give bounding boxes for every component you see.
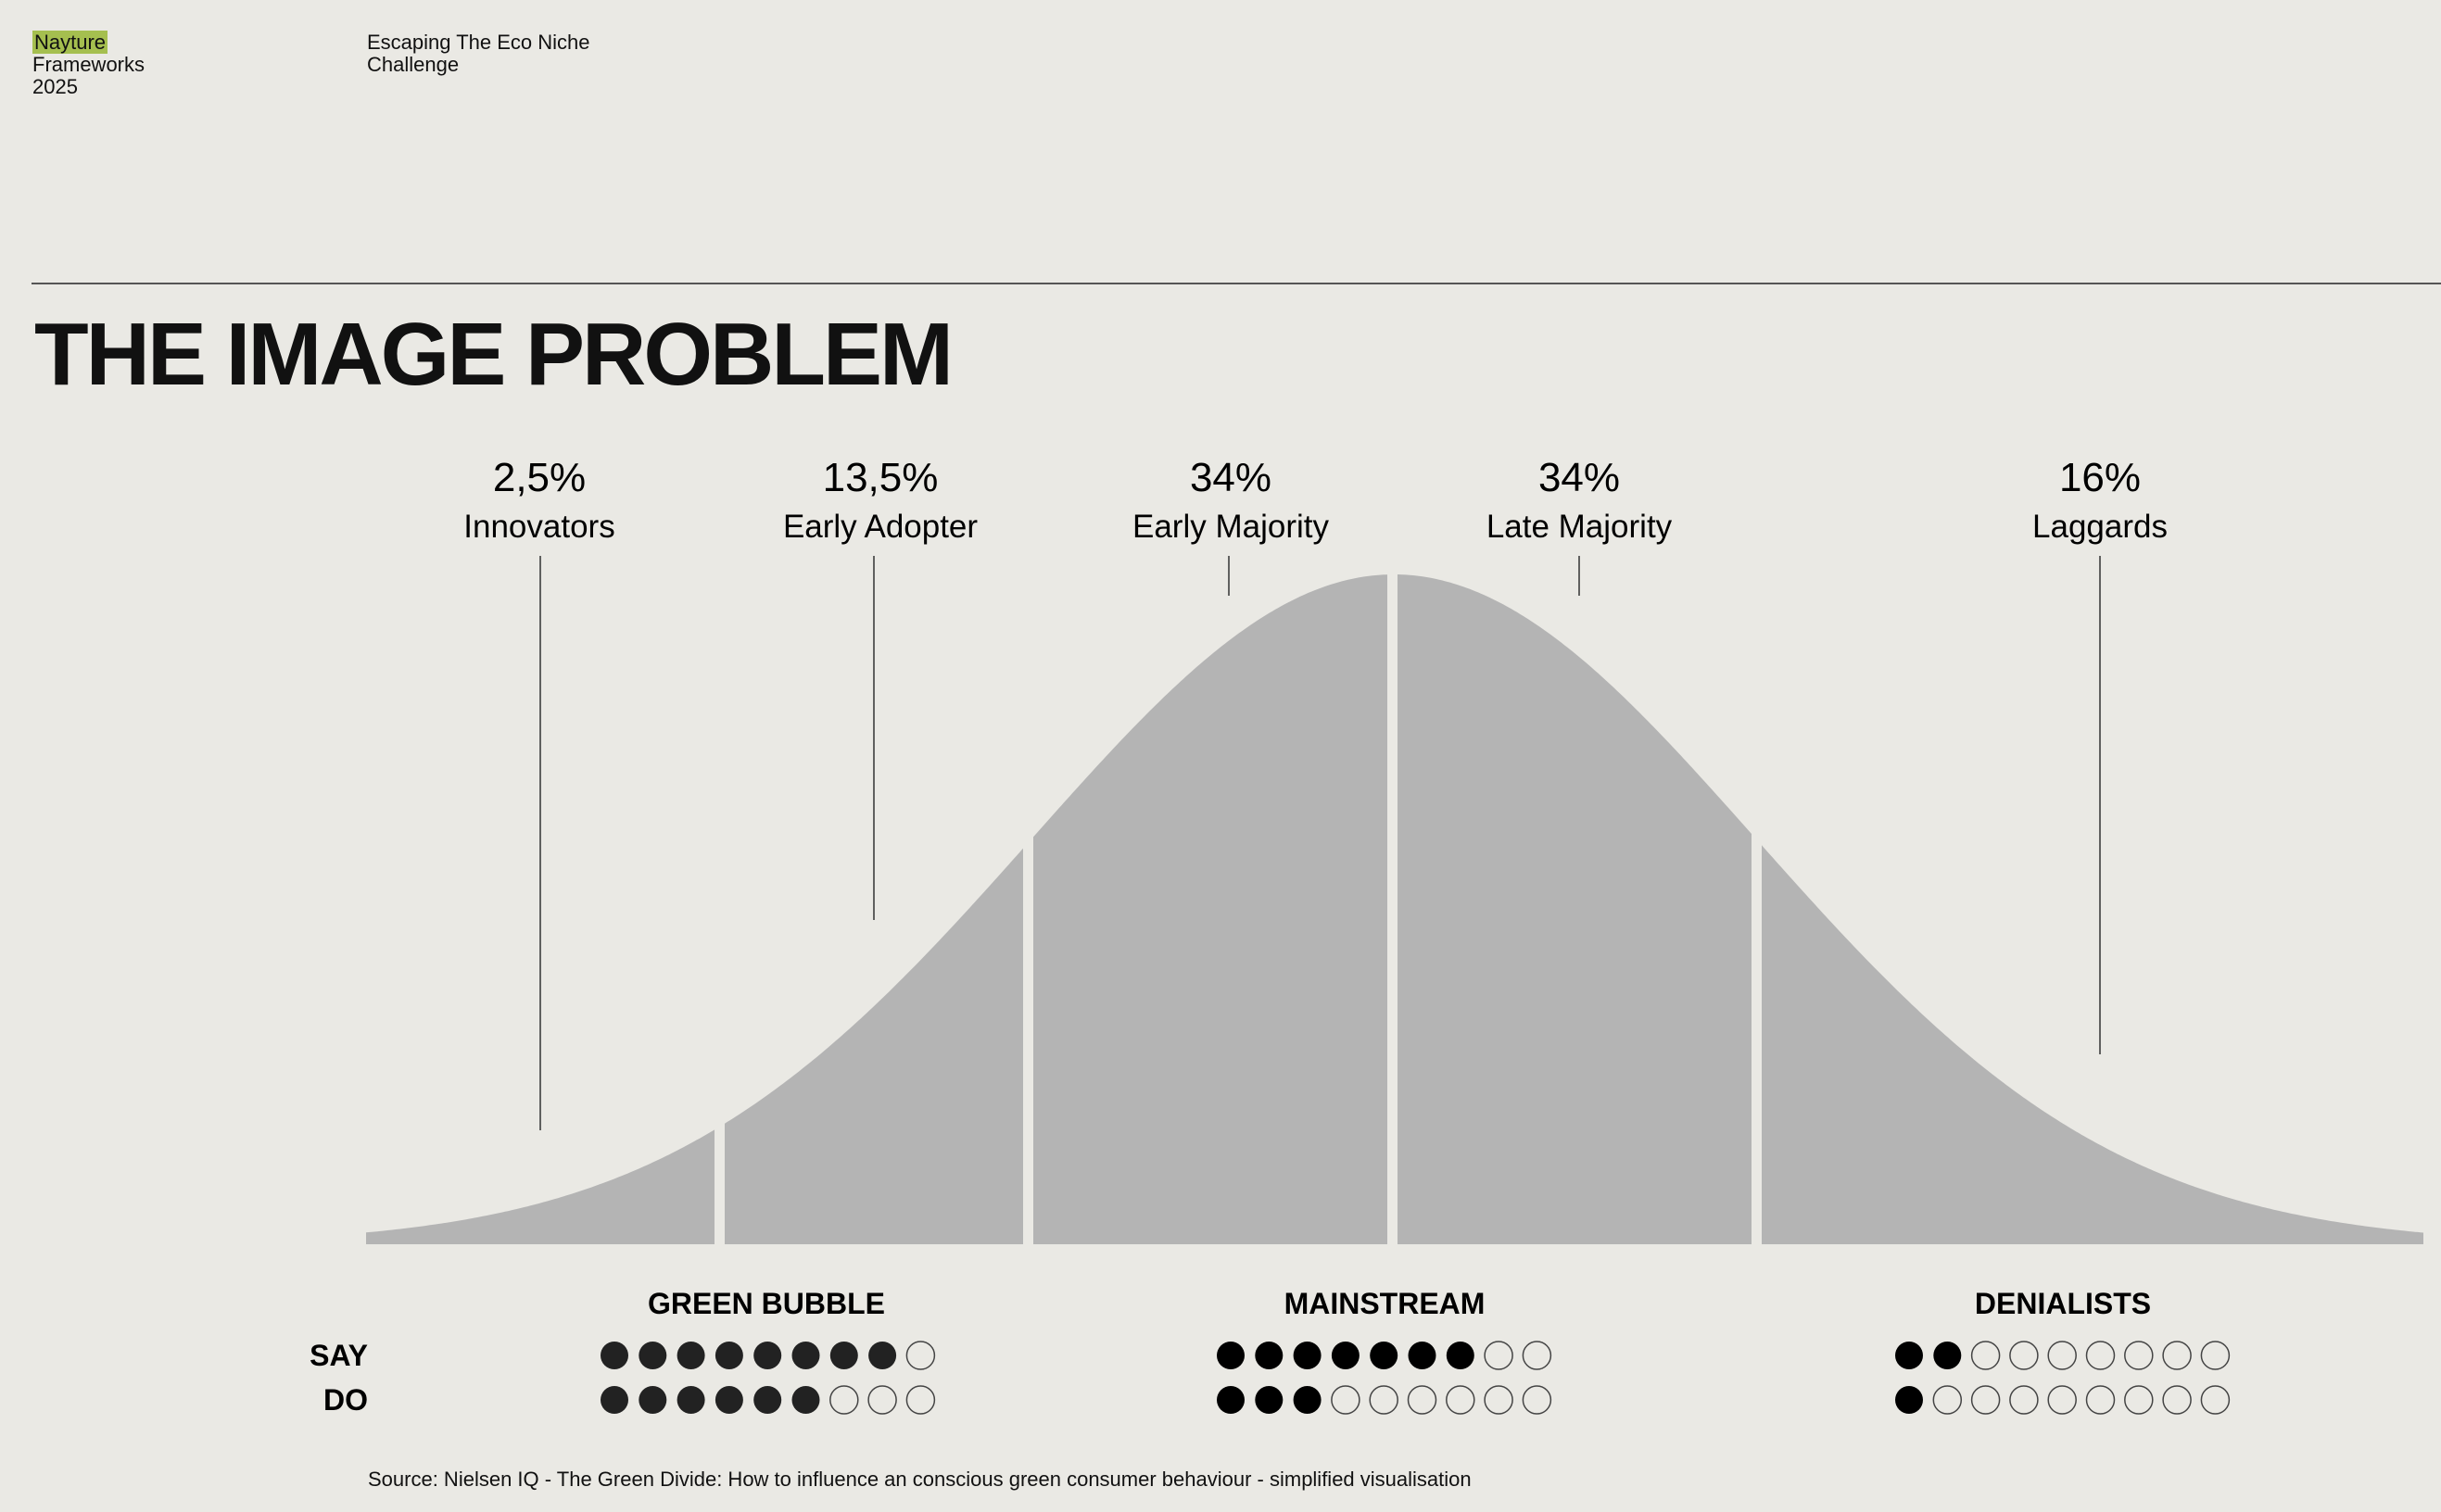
mainstream-do-dot-empty — [1446, 1385, 1475, 1415]
green-bubble-say-dot-filled — [753, 1342, 782, 1369]
green-bubble-say-dot-filled — [791, 1342, 820, 1369]
mainstream-say-dot-filled — [1331, 1342, 1360, 1369]
brand-block: Nayture Frameworks 2025 — [32, 31, 145, 98]
project-line-1: Escaping The Eco Niche — [367, 31, 590, 54]
denialists-say-dot-empty — [2200, 1341, 2231, 1370]
mainstream-say-dot-filled — [1217, 1342, 1245, 1369]
segment-percent-early-majority: 34% — [1190, 455, 1271, 500]
row-label-say: SAY — [310, 1339, 368, 1372]
green-bubble-say-dot-filled — [639, 1342, 667, 1369]
header-divider — [32, 283, 2441, 284]
mainstream-say-dot-filled — [1255, 1342, 1284, 1369]
mainstream-do-dot-filled — [1255, 1386, 1284, 1414]
row-label-do: DO — [323, 1383, 368, 1417]
mainstream-say-dot-filled — [1370, 1342, 1398, 1369]
brand-year: 2025 — [32, 75, 78, 98]
segment-percent-laggards: 16% — [2059, 455, 2141, 500]
mainstream-say-dot-filled — [1293, 1342, 1322, 1369]
green-bubble-do-dot-filled — [601, 1386, 628, 1414]
green-bubble-do-dot-filled — [639, 1386, 667, 1414]
leader-lines — [539, 556, 2101, 1130]
denialists-do-dot-empty — [2124, 1385, 2154, 1415]
green-bubble-do-dot-empty — [867, 1385, 897, 1415]
denialists-say-dot-empty — [2085, 1341, 2116, 1370]
brand-name: Nayture — [32, 31, 108, 54]
green-bubble-say-dot-filled — [868, 1342, 897, 1369]
green-bubble-do-dot-filled — [677, 1386, 705, 1414]
mainstream-say-dot-empty — [1484, 1341, 1513, 1370]
project-title: Escaping The Eco Niche Challenge — [367, 32, 590, 76]
green-bubble-say-dot-filled — [829, 1342, 858, 1369]
mainstream-say-dot-empty — [1522, 1341, 1552, 1370]
mainstream-do-dot-filled — [1293, 1386, 1322, 1414]
segment-label-innovators: Innovators — [463, 509, 614, 545]
green-bubble-say-dot-filled — [601, 1342, 628, 1369]
segment-percent-innovators: 2,5% — [493, 455, 586, 500]
segment-label-laggards: Laggards — [2032, 509, 2168, 545]
curve-segment-late-majority — [1398, 574, 1752, 1244]
segment-percent-late-majority: 34% — [1538, 455, 1620, 500]
say-do-dots — [601, 1341, 2231, 1415]
denialists-say-dot-filled — [1895, 1342, 1923, 1369]
mainstream-do-dot-empty — [1407, 1385, 1437, 1415]
denialists-do-dot-empty — [2047, 1385, 2077, 1415]
segment-label-early-majority: Early Majority — [1132, 509, 1329, 545]
segment-label-early-adopter: Early Adopter — [783, 509, 978, 545]
curve-segment-innovators — [366, 1129, 715, 1244]
denialists-say-dot-empty — [2162, 1341, 2192, 1370]
group-title-green-bubble: GREEN BUBBLE — [648, 1287, 885, 1320]
denialists-do-dot-empty — [2085, 1385, 2116, 1415]
green-bubble-do-dot-empty — [829, 1385, 859, 1415]
denialists-do-dot-empty — [2162, 1385, 2192, 1415]
group-title-mainstream: MAINSTREAM — [1284, 1287, 1486, 1320]
denialists-say-dot-empty — [2047, 1341, 2077, 1370]
green-bubble-do-dot-empty — [905, 1385, 936, 1415]
green-bubble-do-dot-filled — [791, 1386, 820, 1414]
mainstream-do-dot-empty — [1369, 1385, 1398, 1415]
green-bubble-say-dot-filled — [715, 1342, 743, 1369]
mainstream-say-dot-filled — [1408, 1342, 1436, 1369]
bell-curve — [366, 574, 2423, 1244]
mainstream-do-dot-empty — [1522, 1385, 1552, 1415]
denialists-do-dot-empty — [2200, 1385, 2231, 1415]
mainstream-do-dot-empty — [1484, 1385, 1513, 1415]
denialists-say-dot-empty — [2009, 1341, 2039, 1370]
denialists-do-dot-empty — [1970, 1385, 2001, 1415]
denialists-do-dot-empty — [1932, 1385, 1963, 1415]
denialists-say-dot-filled — [1933, 1342, 1962, 1369]
source-note: Source: Nielsen IQ - The Green Divide: H… — [368, 1468, 1472, 1491]
denialists-do-dot-empty — [2009, 1385, 2039, 1415]
mainstream-do-dot-empty — [1331, 1385, 1360, 1415]
page-title: THE IMAGE PROBLEM — [34, 305, 954, 404]
denialists-say-dot-empty — [1970, 1341, 2001, 1370]
segment-label-late-majority: Late Majority — [1486, 509, 1673, 545]
group-title-denialists: DENIALISTS — [1975, 1287, 2151, 1320]
green-bubble-say-dot-filled — [677, 1342, 705, 1369]
mainstream-say-dot-filled — [1446, 1342, 1474, 1369]
brand-line-2: Frameworks — [32, 53, 145, 76]
curve-segment-early-majority — [1033, 574, 1387, 1244]
denialists-do-dot-filled — [1895, 1386, 1923, 1414]
denialists-say-dot-empty — [2124, 1341, 2154, 1370]
curve-segment-early-adopter — [725, 848, 1023, 1244]
project-line-2: Challenge — [367, 53, 460, 76]
green-bubble-do-dot-filled — [715, 1386, 743, 1414]
green-bubble-say-dot-empty — [905, 1341, 936, 1370]
mainstream-do-dot-filled — [1217, 1386, 1245, 1414]
curve-segment-laggards — [1762, 845, 2423, 1244]
segment-percent-early-adopter: 13,5% — [823, 455, 939, 500]
green-bubble-do-dot-filled — [753, 1386, 782, 1414]
